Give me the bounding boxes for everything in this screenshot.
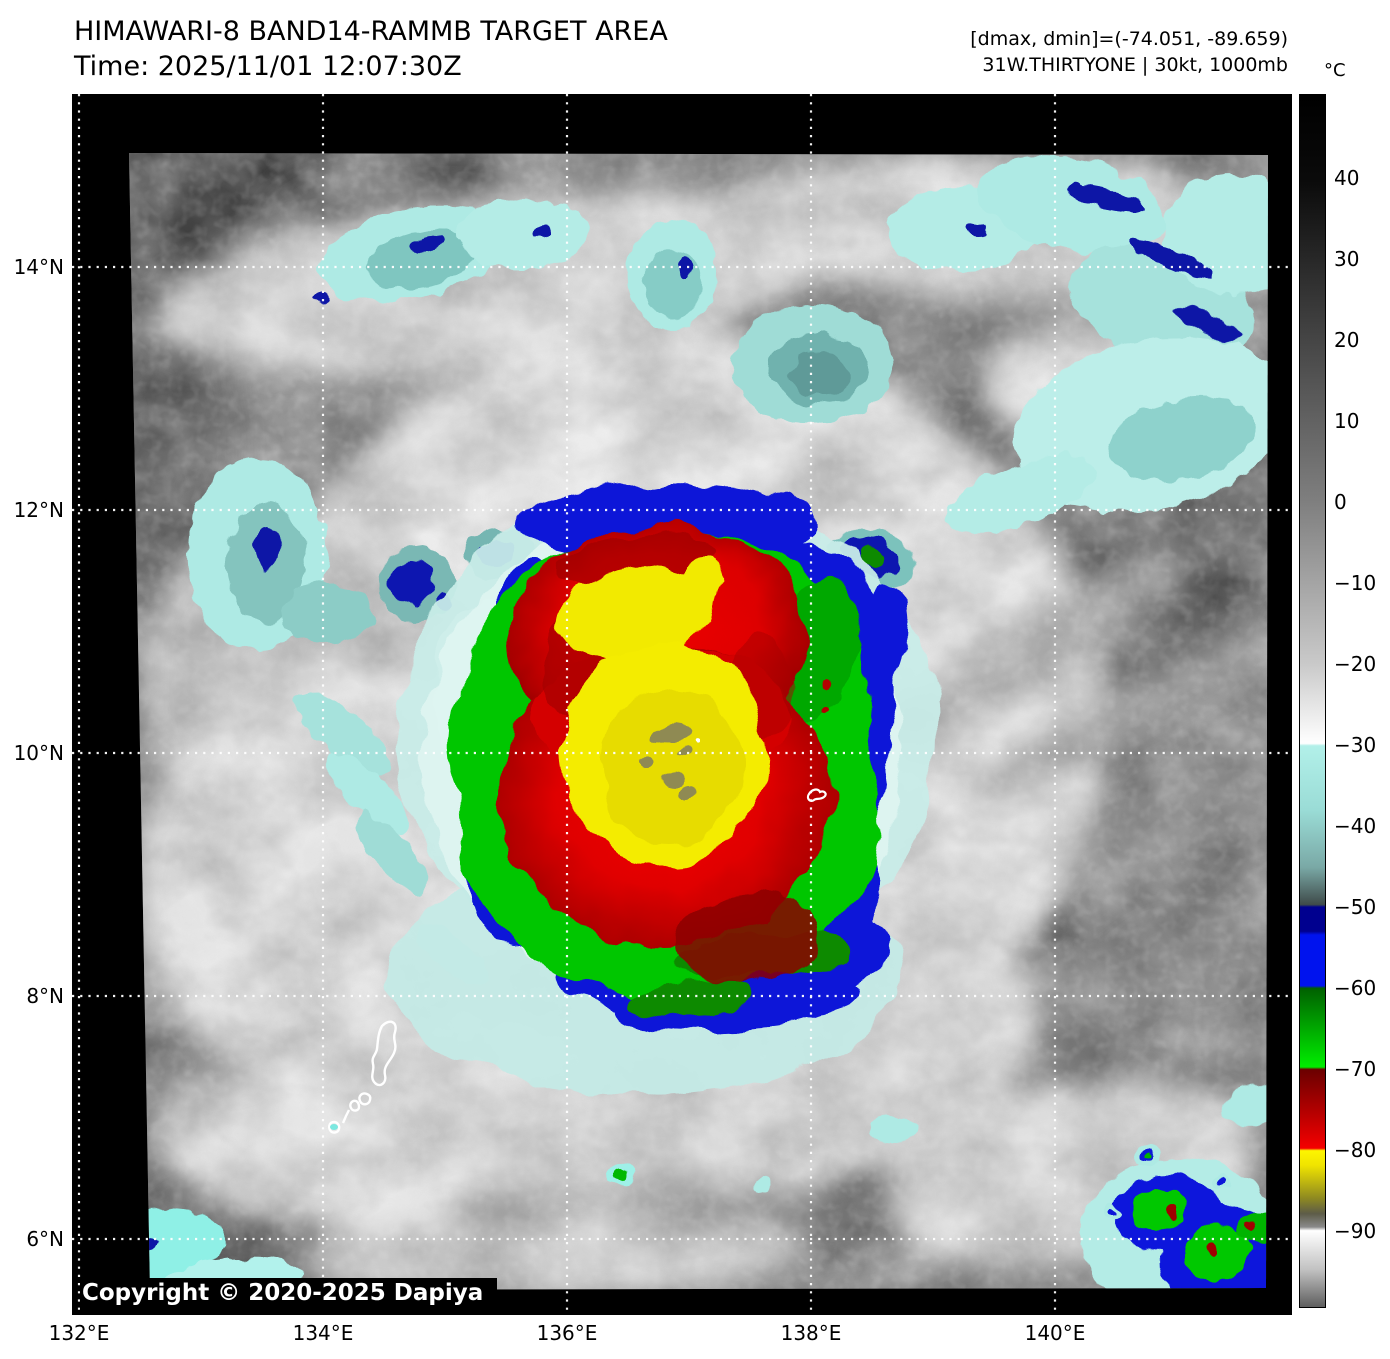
navy-cold-flecks bbox=[142, 185, 1241, 1249]
lon-label-138e: 138°E bbox=[780, 1321, 842, 1345]
cb-tick-30: 30 bbox=[1334, 247, 1360, 271]
se-convective-cluster bbox=[1080, 1144, 1268, 1290]
cb-tick-10: 10 bbox=[1334, 409, 1360, 433]
cb-tick-m50: −50 bbox=[1334, 895, 1377, 919]
cyan-cold-cloud-patches bbox=[129, 155, 1268, 1290]
product-title: HIMAWARI-8 BAND14-RAMMB TARGET AREA bbox=[74, 16, 668, 47]
temperature-colorbar bbox=[1299, 94, 1326, 1308]
lat-label-10n: 10°N bbox=[13, 741, 64, 765]
storm-id-readout: 31W.THIRTYONE | 30kt, 1000mb bbox=[982, 54, 1288, 76]
colorbar-unit-label: °C bbox=[1324, 60, 1346, 81]
cb-tick-m80: −80 bbox=[1334, 1138, 1377, 1162]
product-time: Time: 2025/11/01 12:07:30Z bbox=[74, 51, 462, 82]
lat-label-6n: 6°N bbox=[26, 1227, 64, 1251]
data-quad bbox=[129, 153, 1268, 1290]
header-right: [dmax, dmin]=(-74.051, -89.659) 31W.THIR… bbox=[970, 26, 1288, 78]
lat-label-8n: 8°N bbox=[26, 984, 64, 1008]
satellite-map-plot: Copyright © 2020-2025 Dapiya bbox=[72, 94, 1292, 1315]
copyright-text: Copyright © 2020-2025 Dapiya bbox=[80, 1278, 498, 1312]
cb-tick-m20: −20 bbox=[1334, 652, 1377, 676]
palau-cold-spot bbox=[330, 1124, 338, 1130]
palau-islands-outline bbox=[328, 1020, 397, 1134]
lat-label-14n: 14°N bbox=[13, 255, 64, 279]
cb-tick-20: 20 bbox=[1334, 328, 1360, 352]
cb-tick-m60: −60 bbox=[1334, 976, 1377, 1000]
lon-label-136e: 136°E bbox=[536, 1321, 598, 1345]
cb-tick-0: 0 bbox=[1334, 490, 1347, 514]
cb-tick-m40: −40 bbox=[1334, 814, 1377, 838]
lat-label-12n: 12°N bbox=[13, 498, 64, 522]
lon-label-140e: 140°E bbox=[1024, 1321, 1086, 1345]
cb-tick-40: 40 bbox=[1334, 166, 1360, 190]
lon-label-134e: 134°E bbox=[292, 1321, 354, 1345]
storm-cdo bbox=[382, 484, 938, 1094]
header-titles: HIMAWARI-8 BAND14-RAMMB TARGET AREA Time… bbox=[74, 14, 668, 84]
cb-tick-m90: −90 bbox=[1334, 1219, 1377, 1243]
cb-tick-m10: −10 bbox=[1334, 571, 1377, 595]
lon-label-132e: 132°E bbox=[48, 1321, 110, 1345]
cb-tick-m70: −70 bbox=[1334, 1057, 1377, 1081]
dmax-dmin-readout: [dmax, dmin]=(-74.051, -89.659) bbox=[970, 28, 1288, 50]
satellite-image-svg bbox=[72, 94, 1292, 1315]
grid-lines bbox=[72, 94, 1292, 1315]
cb-tick-m30: −30 bbox=[1334, 733, 1377, 757]
